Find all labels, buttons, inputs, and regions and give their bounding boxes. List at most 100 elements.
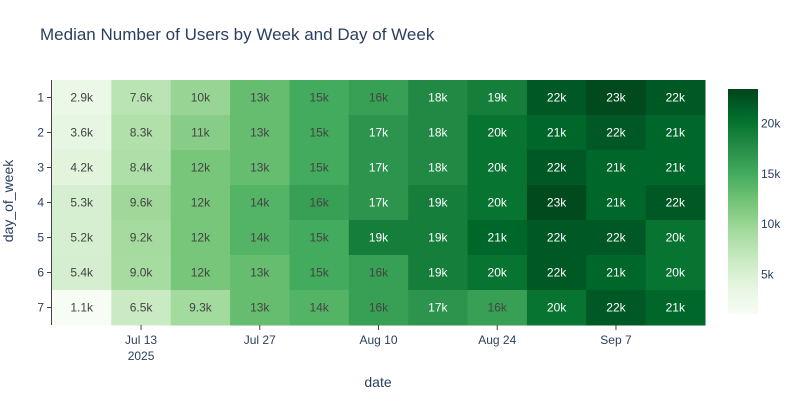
y-tick-label: 2 [37,126,44,140]
heatmap-cell-label: 23k [606,91,626,105]
heatmap-cell [52,290,112,326]
heatmap-cell [170,220,231,256]
heatmap-cell [526,150,587,186]
heatmap-cell [408,220,469,256]
heatmap-cell-label: 22k [547,231,567,245]
heatmap-cell [467,115,528,151]
heatmap-cell [348,290,409,326]
y-tick-label: 5 [37,231,44,245]
heatmap-cell [230,185,290,221]
y-tick-label: 1 [37,91,44,105]
x-tick-label: Jul 13 [125,333,157,347]
heatmap-cells [52,80,706,326]
colorbar-tick-label: 20k [761,116,781,130]
heatmap-cell-label: 20k [666,231,686,245]
heatmap-cell [586,255,647,291]
heatmap-cell [645,220,706,256]
heatmap-cell-label: 17k [428,301,448,315]
heatmap-cell-label: 21k [606,161,626,175]
heatmap-cell-label: 19k [428,196,448,210]
heatmap-cell [52,185,112,221]
heatmap-cell [645,255,706,291]
heatmap-cell-label: 21k [606,266,626,280]
heatmap-cell [52,150,112,186]
heatmap-cell-label: 14k [250,196,270,210]
heatmap-cell [408,185,469,221]
heatmap-cell-label: 15k [309,266,329,280]
heatmap-cell-label: 16k [369,91,389,105]
heatmap-cell [348,80,409,116]
heatmap-cell [526,115,587,151]
heatmap-cell-label: 17k [369,126,389,140]
heatmap-cell [289,115,350,151]
heatmap-cell [526,290,587,326]
heatmap-cell [230,115,290,151]
heatmap-cell [645,150,706,186]
heatmap-cell-label: 9.6k [130,196,154,210]
heatmap-cell-label: 12k [191,231,211,245]
y-tick-label: 3 [37,161,44,175]
heatmap-cell-label: 11k [191,126,210,140]
heatmap-cell [52,80,112,116]
heatmap-cell [408,80,469,116]
heatmap-cell [526,255,587,291]
heatmap-cell [348,255,409,291]
heatmap-cell [467,185,528,221]
x-tick-label: Aug 24 [478,333,516,347]
heatmap-cell-label: 10k [191,91,211,105]
heatmap-cell-label: 15k [309,161,329,175]
heatmap-cell [111,150,172,186]
heatmap-cell [170,80,231,116]
heatmap-cell-label: 18k [428,161,448,175]
heatmap-cell [526,185,587,221]
heatmap-cell-label: 16k [369,301,389,315]
heatmap-cell-label: 6.5k [130,301,154,315]
heatmap-cell-label: 9.2k [130,231,154,245]
heatmap-cell-label: 18k [428,91,448,105]
heatmap-cell-label: 21k [547,126,567,140]
heatmap-cell [111,290,172,326]
x-tick-label: Aug 10 [359,333,397,347]
x-tick-label: Jul 27 [244,333,276,347]
heatmap-cell-label: 21k [606,196,626,210]
heatmap-cell-label: 22k [547,91,567,105]
heatmap-cell-labels: 2.9k 7.6k 10k 13k 15k 16k 18k 19k 22k 23k 22k 3.6k 8… [70,91,686,315]
heatmap-cell [170,150,231,186]
heatmap-cell-label: 19k [488,91,508,105]
heatmap-cell-label: 20k [488,161,508,175]
heatmap-cell-label: 19k [428,266,448,280]
heatmap-cell [467,290,528,326]
heatmap-cell [408,255,469,291]
heatmap-cell-label: 14k [309,301,329,315]
heatmap-cell-label: 22k [606,126,626,140]
heatmap-cell-label: 5.2k [70,231,94,245]
y-axis-title: day_of_week [0,159,16,243]
heatmap-cell-label: 13k [250,161,270,175]
heatmap-cell [645,115,706,151]
heatmap-cell-label: 12k [191,196,211,210]
heatmap-cell [111,220,172,256]
heatmap-cell [289,185,350,221]
heatmap-cell [348,185,409,221]
heatmap-cell [111,115,172,151]
colorbar-tick-label: 15k [761,167,781,181]
heatmap-cell-label: 8.4k [130,161,154,175]
heatmap-cell [586,80,647,116]
heatmap-cell [52,220,112,256]
colorbar: 5k 10k 15k 20k [728,89,781,314]
heatmap-cell-label: 21k [666,301,686,315]
heatmap-cell-label: 9.0k [130,266,154,280]
heatmap-cell-label: 22k [547,161,567,175]
heatmap-cell [230,220,290,256]
heatmap-cell [586,220,647,256]
x-tick-label: Sep 7 [600,333,632,347]
heatmap-cell-label: 20k [488,196,508,210]
heatmap-cell-label: 7.6k [130,91,154,105]
heatmap-cell-label: 21k [488,231,508,245]
heatmap-cell [408,115,469,151]
x-axis: Jul 13 2025 Jul 27 Aug 10 Aug 24 Sep 7 [125,325,632,363]
colorbar-tick-label: 5k [761,268,775,282]
heatmap-cell [111,185,172,221]
heatmap-cell-label: 22k [606,231,626,245]
heatmap-cell-label: 20k [547,301,567,315]
